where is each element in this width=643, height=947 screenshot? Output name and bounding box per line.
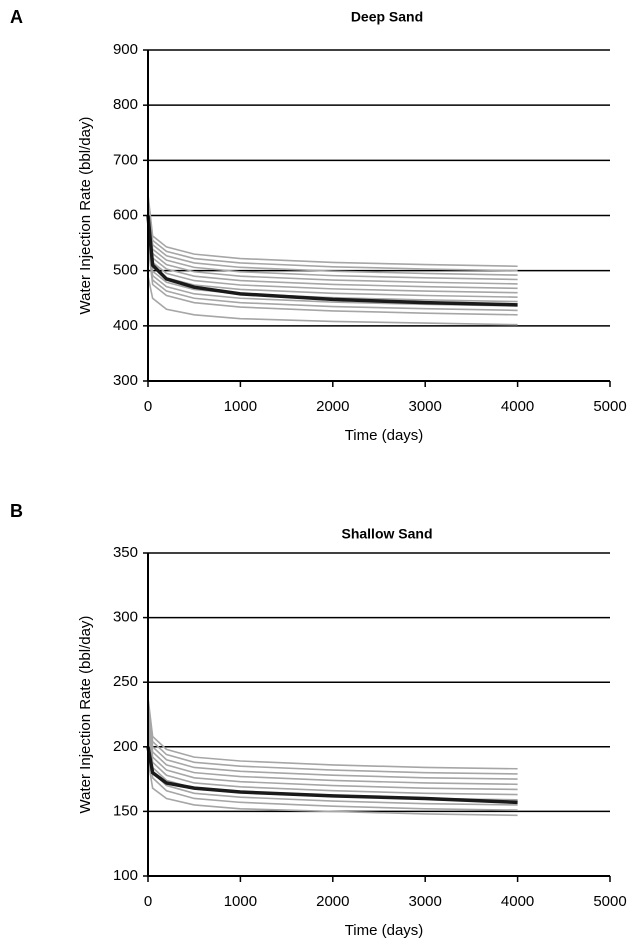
y-tick-label: 500 <box>113 262 138 279</box>
x-tick-label: 2000 <box>316 893 349 910</box>
x-tick-label: 5000 <box>593 893 626 910</box>
x-tick-label: 3000 <box>409 398 442 415</box>
y-tick-label: 100 <box>113 867 138 884</box>
y-tick-label: 200 <box>113 738 138 755</box>
y-tick-label: 800 <box>113 96 138 113</box>
series-line <box>147 702 518 775</box>
series-line <box>147 759 518 817</box>
y-tick-label: 350 <box>113 544 138 561</box>
x-axis-label: Time (days) <box>345 427 424 444</box>
x-tick-label: 2000 <box>316 398 349 415</box>
y-axis-label: Water Injection Rate (bbl/day) <box>77 616 94 814</box>
y-tick-label: 900 <box>113 41 138 58</box>
x-tick-label: 1000 <box>224 893 257 910</box>
series-line <box>147 707 518 780</box>
series-line <box>147 723 518 796</box>
chart-title: Shallow Sand <box>341 526 432 542</box>
series-line <box>147 276 518 326</box>
y-tick-label: 600 <box>113 206 138 223</box>
series-line <box>147 718 518 791</box>
series-line <box>147 234 518 307</box>
x-tick-label: 4000 <box>501 398 534 415</box>
y-tick-label: 250 <box>113 673 138 690</box>
panel-label: A <box>10 7 23 27</box>
series-line <box>146 746 518 805</box>
series-line <box>147 238 518 312</box>
series-line <box>146 215 518 307</box>
series-line <box>147 713 518 786</box>
y-tick-label: 700 <box>113 151 138 168</box>
chart-title: Deep Sand <box>351 9 423 25</box>
y-tick-label: 300 <box>113 609 138 626</box>
series-line <box>147 207 518 281</box>
x-tick-label: 3000 <box>409 893 442 910</box>
panel-label: B <box>10 501 23 521</box>
series-line <box>147 697 518 770</box>
series-line <box>147 242 518 316</box>
x-tick-label: 0 <box>144 893 152 910</box>
y-tick-label: 300 <box>113 372 138 389</box>
x-tick-label: 5000 <box>593 398 626 415</box>
series-line <box>147 220 518 294</box>
y-tick-label: 150 <box>113 802 138 819</box>
x-tick-label: 1000 <box>224 398 257 415</box>
x-tick-label: 4000 <box>501 893 534 910</box>
y-tick-label: 400 <box>113 317 138 334</box>
series-line <box>147 738 518 811</box>
y-axis-label: Water Injection Rate (bbl/day) <box>77 117 94 315</box>
x-axis-label: Time (days) <box>345 922 424 939</box>
series-line <box>147 198 518 272</box>
series-line <box>147 216 518 290</box>
series-line <box>147 194 518 268</box>
series-line <box>147 203 518 276</box>
x-tick-label: 0 <box>144 398 152 415</box>
series-line <box>147 225 518 298</box>
series-line <box>147 212 518 285</box>
